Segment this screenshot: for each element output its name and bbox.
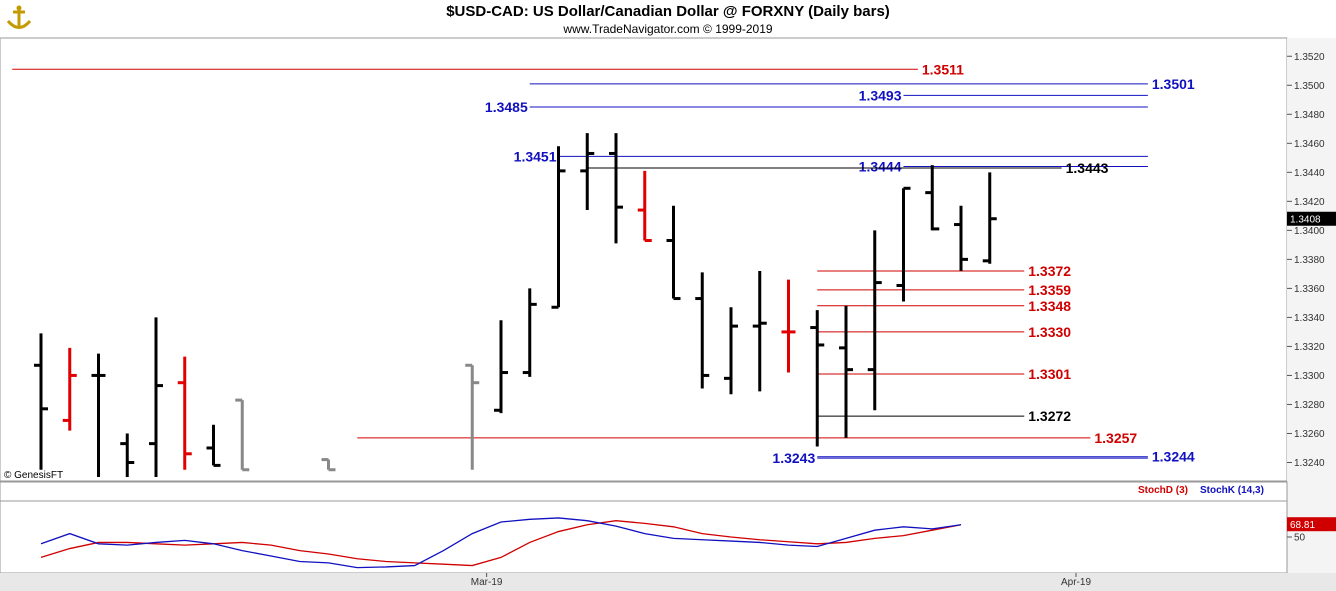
- y-tick-label: 1.3520: [1294, 52, 1325, 63]
- level-label: 1.3244: [1152, 449, 1195, 465]
- level-label: 1.3301: [1028, 366, 1071, 382]
- price-panel: [0, 37, 1288, 482]
- level-label: 1.3348: [1028, 298, 1071, 314]
- stoch-panel: [0, 481, 1288, 574]
- stoch-tick-label: 50: [1294, 533, 1306, 544]
- genesis-credit: © GenesisFT: [4, 470, 63, 481]
- level-label: 1.3485: [485, 99, 528, 115]
- level-label: 1.3501: [1152, 76, 1195, 92]
- y-tick-label: 1.3500: [1294, 81, 1325, 92]
- last-price-label: 1.3408: [1290, 215, 1321, 226]
- level-label: 1.3443: [1066, 160, 1109, 176]
- last-price-box: [1287, 211, 1336, 226]
- chart-subtitle: www.TradeNavigator.com © 1999-2019: [563, 22, 773, 36]
- price-axis: [1287, 38, 1336, 573]
- y-tick-label: 1.3300: [1294, 371, 1325, 382]
- y-tick-label: 1.3280: [1294, 400, 1325, 411]
- level-label: 1.3451: [514, 148, 557, 164]
- date-axis: [0, 573, 1336, 591]
- legend-stochk: StochK (14,3): [1200, 485, 1264, 496]
- y-tick-label: 1.3260: [1294, 429, 1325, 440]
- level-label: 1.3330: [1028, 324, 1071, 340]
- stoch-series-line: [40, 520, 962, 567]
- level-label: 1.3243: [772, 450, 815, 466]
- y-tick-label: 1.3380: [1294, 255, 1325, 266]
- x-tick-label: Mar-19: [471, 577, 503, 588]
- legend-stochd: StochD (3): [1138, 485, 1188, 496]
- y-tick-label: 1.3320: [1294, 342, 1325, 353]
- stoch-last-label: 68.81: [1290, 520, 1315, 531]
- chart-header: $USD-CAD: US Dollar/Canadian Dollar @ FO…: [0, 0, 1336, 38]
- level-label: 1.3511: [922, 61, 964, 77]
- y-tick-label: 1.3340: [1294, 313, 1325, 324]
- y-tick-label: 1.3420: [1294, 197, 1325, 208]
- level-label: 1.3257: [1094, 430, 1137, 446]
- level-label: 1.3272: [1028, 408, 1071, 424]
- stoch-series-line: [40, 517, 962, 569]
- y-tick-label: 1.3440: [1294, 168, 1325, 179]
- chart-title: $USD-CAD: US Dollar/Canadian Dollar @ FO…: [446, 3, 890, 20]
- stoch-last-box: [1287, 517, 1336, 532]
- y-tick-label: 1.3480: [1294, 110, 1325, 121]
- level-label: 1.3493: [859, 87, 902, 103]
- y-tick-label: 1.3460: [1294, 139, 1325, 150]
- anchor-logo-icon: [6, 5, 32, 29]
- x-tick-label: Apr-19: [1061, 577, 1091, 588]
- level-label: 1.3372: [1028, 263, 1071, 279]
- y-tick-label: 1.3400: [1294, 226, 1325, 237]
- level-label: 1.3444: [859, 159, 902, 175]
- level-label: 1.3359: [1028, 282, 1071, 298]
- y-tick-label: 1.3240: [1294, 458, 1325, 469]
- y-tick-label: 1.3360: [1294, 284, 1325, 295]
